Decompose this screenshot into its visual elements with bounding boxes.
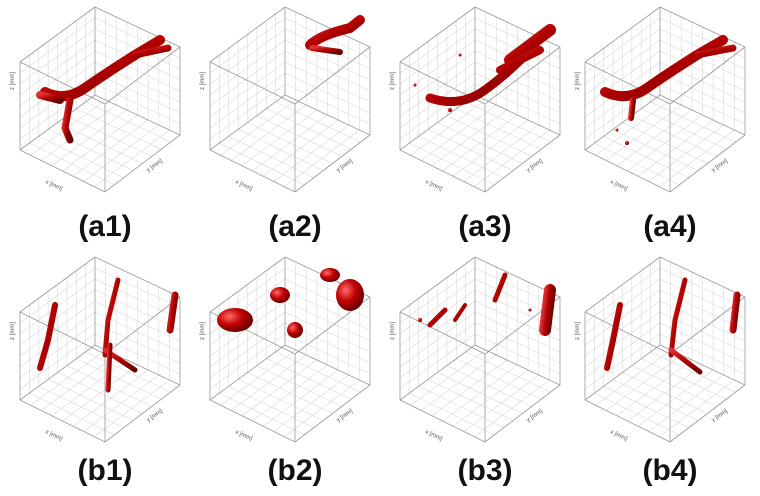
vessel: [270, 287, 290, 303]
grid-line: [456, 109, 541, 150]
z-axis-label: z [mm]: [200, 72, 206, 90]
y-axis-label: y [mm]: [526, 158, 544, 173]
vessel: [414, 84, 417, 87]
panel-label: (a3): [458, 210, 511, 243]
grid-line: [276, 352, 361, 392]
grid-line: [76, 359, 161, 400]
x-axis-label: x [mm]: [609, 179, 628, 192]
vessel: [320, 268, 340, 282]
x-axis-label: x [mm]: [44, 429, 63, 442]
grid-line: [86, 352, 171, 392]
x-axis-label: x [mm]: [44, 179, 63, 192]
y-axis-label: y [mm]: [336, 158, 354, 173]
panel-label: (b1): [78, 454, 133, 487]
vessel: [418, 318, 422, 322]
vessel: [733, 295, 737, 330]
panel-label: (b3): [458, 454, 513, 487]
grid-line: [257, 366, 342, 407]
panel-label: (a4): [643, 210, 696, 243]
grid-line: [447, 366, 532, 407]
vessel: [631, 100, 633, 118]
grid-line: [466, 352, 551, 392]
grid-line: [76, 109, 161, 150]
panel: x [mm] y [mm] z [mm] (a1): [10, 7, 180, 243]
grid-line: [641, 359, 726, 400]
panel-label: (b4): [643, 454, 698, 487]
vessel: [625, 141, 629, 145]
vessel: [529, 309, 532, 312]
y-axis-label: y [mm]: [146, 158, 164, 173]
grid-line: [651, 352, 736, 392]
grid-line: [447, 116, 532, 157]
grid-line: [86, 102, 171, 142]
z-axis-label: z [mm]: [200, 322, 206, 340]
vessel: [616, 129, 619, 132]
vessel: [448, 108, 452, 112]
vessel: [65, 100, 70, 140]
grid-line: [257, 116, 342, 157]
panel: x [mm] y [mm] z [mm] (b2): [200, 257, 370, 487]
z-axis-label: z [mm]: [390, 322, 396, 340]
grid-line: [266, 109, 351, 150]
z-axis-label: z [mm]: [10, 72, 16, 90]
x-axis-label: x [mm]: [609, 429, 628, 442]
panel-label: (a2): [268, 210, 321, 243]
x-axis-label: x [mm]: [234, 179, 253, 192]
vessel: [170, 295, 175, 330]
grid-line: [67, 116, 152, 157]
grid-line: [276, 102, 361, 142]
y-axis-label: y [mm]: [336, 408, 354, 423]
z-axis-label: z [mm]: [10, 322, 16, 340]
y-axis-label: y [mm]: [711, 408, 729, 423]
figure: x [mm] y [mm] z [mm] (a1) x [mm] y [mm] z [mm]…: [0, 0, 760, 496]
grid-line: [456, 359, 541, 400]
panel: x [mm] y [mm] z [mm] (b1): [10, 257, 180, 487]
panel: x [mm] y [mm] z [mm] (a3): [390, 7, 560, 243]
grid-line: [641, 109, 726, 150]
box-edge: [20, 312, 105, 354]
vessel: [545, 290, 550, 330]
vessel: [607, 305, 620, 368]
z-axis-label: z [mm]: [390, 72, 396, 90]
panel-label: (b2): [268, 454, 323, 487]
vessel: [312, 48, 340, 52]
grid-line: [266, 359, 351, 400]
grid-line: [651, 102, 736, 142]
panel: x [mm] y [mm] z [mm] (a4): [575, 7, 745, 243]
vessel: [40, 305, 55, 368]
vessel: [336, 279, 364, 311]
grid-line: [632, 116, 717, 157]
vessel: [287, 322, 303, 338]
panel-label: (a1): [78, 210, 131, 243]
vessel: [459, 54, 462, 57]
z-axis-label: z [mm]: [575, 322, 581, 340]
vessel: [108, 345, 110, 390]
y-axis-label: y [mm]: [526, 408, 544, 423]
box-edge: [400, 312, 485, 354]
panel: x [mm] y [mm] z [mm] (b4): [575, 257, 745, 487]
y-axis-label: y [mm]: [146, 408, 164, 423]
x-axis-label: x [mm]: [424, 179, 443, 192]
panel: x [mm] y [mm] z [mm] (b3): [390, 257, 560, 487]
panel: x [mm] y [mm] z [mm] (a2): [200, 7, 370, 243]
box-edge: [210, 62, 295, 104]
x-axis-label: x [mm]: [234, 429, 253, 442]
vessel: [40, 95, 60, 100]
grid-line: [466, 102, 551, 142]
x-axis-label: x [mm]: [424, 429, 443, 442]
y-axis-label: y [mm]: [711, 158, 729, 173]
vessel: [217, 308, 253, 332]
z-axis-label: z [mm]: [575, 72, 581, 90]
grid-line: [632, 366, 717, 407]
box-edge: [585, 312, 670, 354]
